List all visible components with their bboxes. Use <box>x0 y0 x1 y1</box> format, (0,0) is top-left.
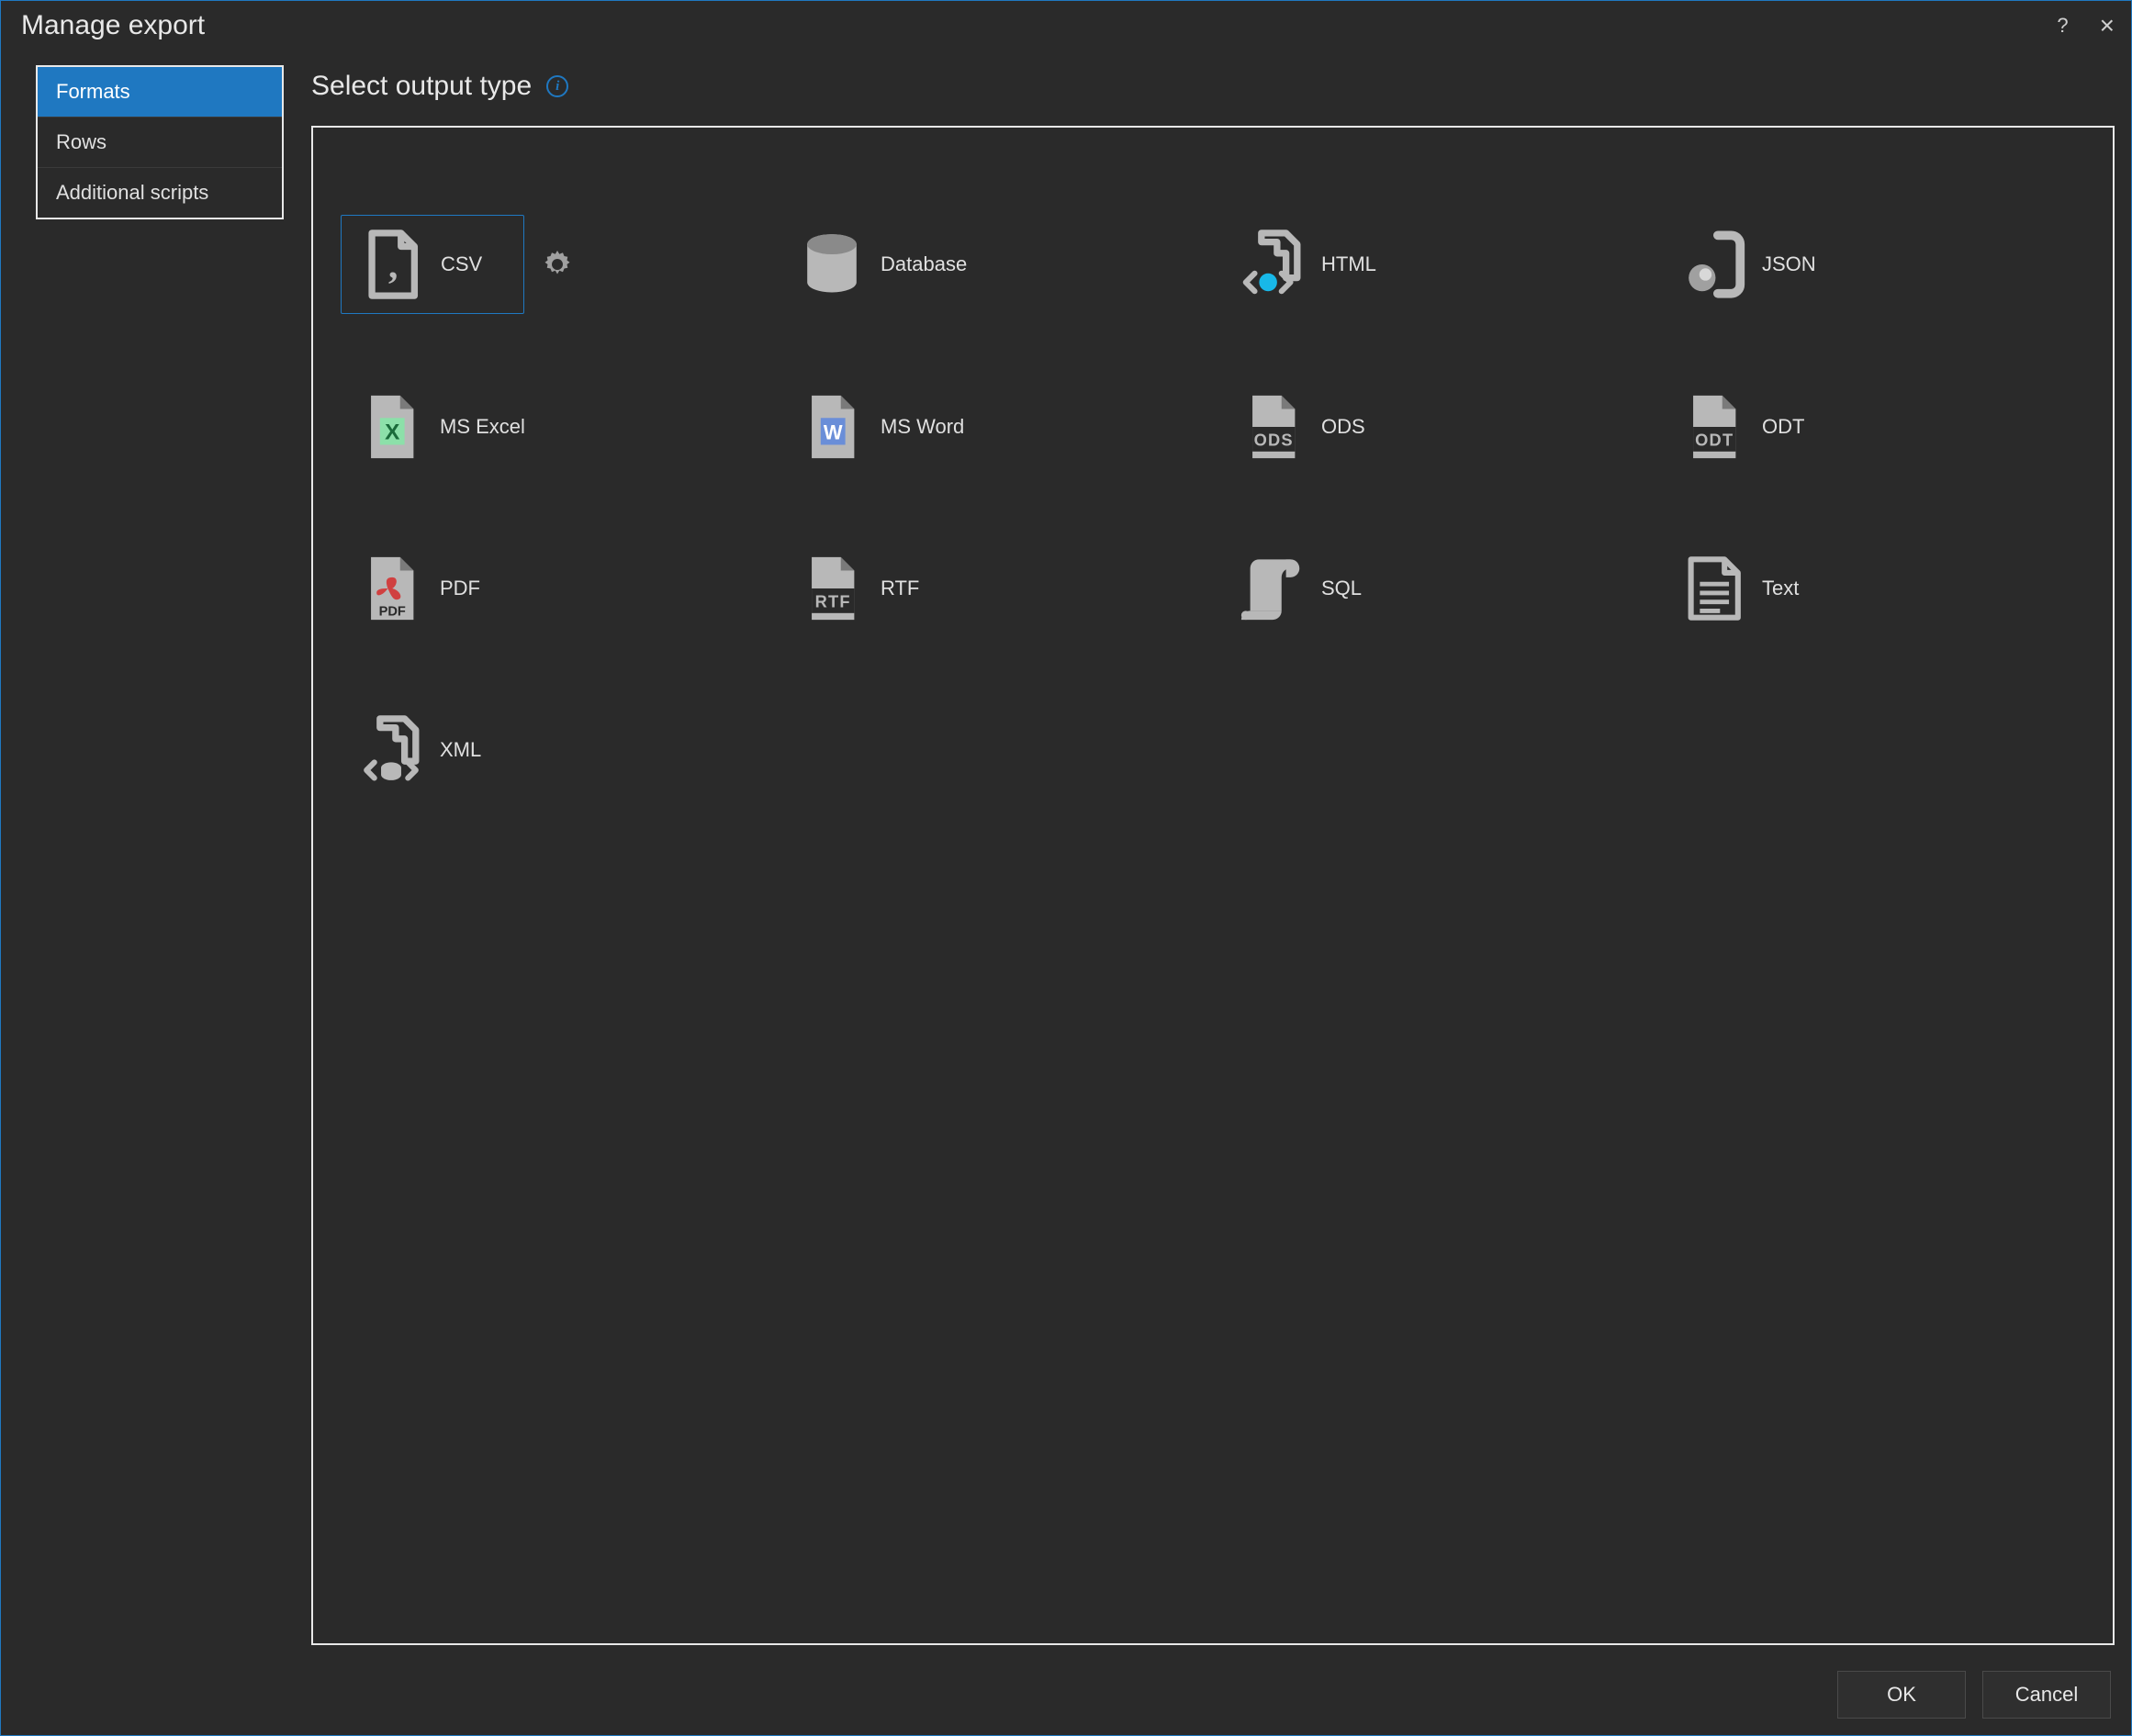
format-msword[interactable]: W MS Word <box>781 378 979 476</box>
xml-icon <box>355 714 427 786</box>
main-panel: Select output type i , CSV Database HTML… <box>311 54 2122 1645</box>
format-label: MS Word <box>881 415 964 439</box>
svg-text:ODS: ODS <box>1254 431 1294 450</box>
text-icon <box>1678 553 1749 624</box>
ods-icon: ODS <box>1237 391 1308 463</box>
dialog-body: FormatsRowsAdditional scripts Select out… <box>1 54 2131 1654</box>
format-cell-database: Database <box>781 215 1204 314</box>
format-sql[interactable]: SQL <box>1222 540 1406 637</box>
format-cell-xml: XML <box>341 701 763 799</box>
info-icon[interactable]: i <box>546 75 568 97</box>
format-cell-rtf: RTF RTF <box>781 540 1204 637</box>
format-cell-odt: ODT ODT <box>1663 378 2085 476</box>
format-label: JSON <box>1762 252 1816 276</box>
close-icon[interactable]: × <box>2100 11 2115 40</box>
format-label: PDF <box>440 577 480 600</box>
excel-icon: X <box>355 391 427 463</box>
format-csv[interactable]: , CSV <box>341 215 524 314</box>
format-label: ODS <box>1321 415 1365 439</box>
cancel-button[interactable]: Cancel <box>1982 1671 2111 1719</box>
format-label: CSV <box>441 252 482 276</box>
database-icon <box>796 229 868 300</box>
format-cell-text: Text <box>1663 540 2085 637</box>
odt-icon: ODT <box>1678 391 1749 463</box>
format-cell-sql: SQL <box>1222 540 1644 637</box>
format-label: HTML <box>1321 252 1376 276</box>
format-cell-html: HTML <box>1222 215 1644 314</box>
format-label: Database <box>881 252 967 276</box>
format-text[interactable]: Text <box>1663 540 1846 637</box>
sidebar-item-formats[interactable]: Formats <box>38 67 282 118</box>
svg-text:,: , <box>388 244 398 286</box>
titlebar: Manage export ? × <box>1 1 2131 54</box>
word-icon: W <box>796 391 868 463</box>
json-icon <box>1678 229 1749 300</box>
format-ods[interactable]: ODS ODS <box>1222 378 1406 476</box>
pdf-icon: PDF <box>355 553 427 624</box>
window-controls: ? × <box>2057 11 2115 40</box>
svg-text:PDF: PDF <box>379 604 406 619</box>
svg-text:ODT: ODT <box>1695 431 1734 450</box>
sidebar-item-rows[interactable]: Rows <box>38 118 282 168</box>
dialog-footer: OK Cancel <box>1 1654 2131 1735</box>
section-heading: Select output type i <box>311 54 2122 126</box>
ok-button[interactable]: OK <box>1837 1671 1966 1719</box>
format-pdf[interactable]: PDF PDF <box>341 540 524 637</box>
format-xml[interactable]: XML <box>341 701 524 799</box>
svg-text:RTF: RTF <box>815 592 851 611</box>
format-cell-msword: W MS Word <box>781 378 1204 476</box>
format-label: ODT <box>1762 415 1804 439</box>
format-grid: , CSV Database HTML JSON X MS Excel W MS… <box>341 215 2085 799</box>
svg-text:X: X <box>385 420 400 444</box>
format-cell-csv: , CSV <box>341 215 763 314</box>
format-cell-msexcel: X MS Excel <box>341 378 763 476</box>
gear-icon[interactable] <box>541 248 574 281</box>
rtf-icon: RTF <box>796 553 868 624</box>
format-database[interactable]: Database <box>781 216 982 313</box>
format-html[interactable]: HTML <box>1222 216 1406 313</box>
sidebar-item-additional-scripts[interactable]: Additional scripts <box>38 168 282 218</box>
csv-icon: , <box>356 229 428 300</box>
format-label: XML <box>440 738 481 762</box>
svg-text:W: W <box>824 420 843 443</box>
html-icon <box>1237 229 1308 300</box>
format-label: SQL <box>1321 577 1362 600</box>
format-cell-pdf: PDF PDF <box>341 540 763 637</box>
dialog-window: Manage export ? × FormatsRowsAdditional … <box>0 0 2132 1736</box>
format-container: , CSV Database HTML JSON X MS Excel W MS… <box>311 126 2115 1645</box>
sidebar: FormatsRowsAdditional scripts <box>36 65 284 219</box>
dialog-title: Manage export <box>21 10 205 41</box>
sql-icon <box>1237 553 1308 624</box>
section-heading-text: Select output type <box>311 71 532 102</box>
format-cell-json: JSON <box>1663 215 2085 314</box>
format-label: Text <box>1762 577 1799 600</box>
format-cell-ods: ODS ODS <box>1222 378 1644 476</box>
format-rtf[interactable]: RTF RTF <box>781 540 965 637</box>
help-icon[interactable]: ? <box>2057 14 2068 38</box>
format-label: RTF <box>881 577 919 600</box>
format-msexcel[interactable]: X MS Excel <box>341 378 540 476</box>
format-json[interactable]: JSON <box>1663 216 1846 313</box>
format-odt[interactable]: ODT ODT <box>1663 378 1846 476</box>
format-label: MS Excel <box>440 415 525 439</box>
